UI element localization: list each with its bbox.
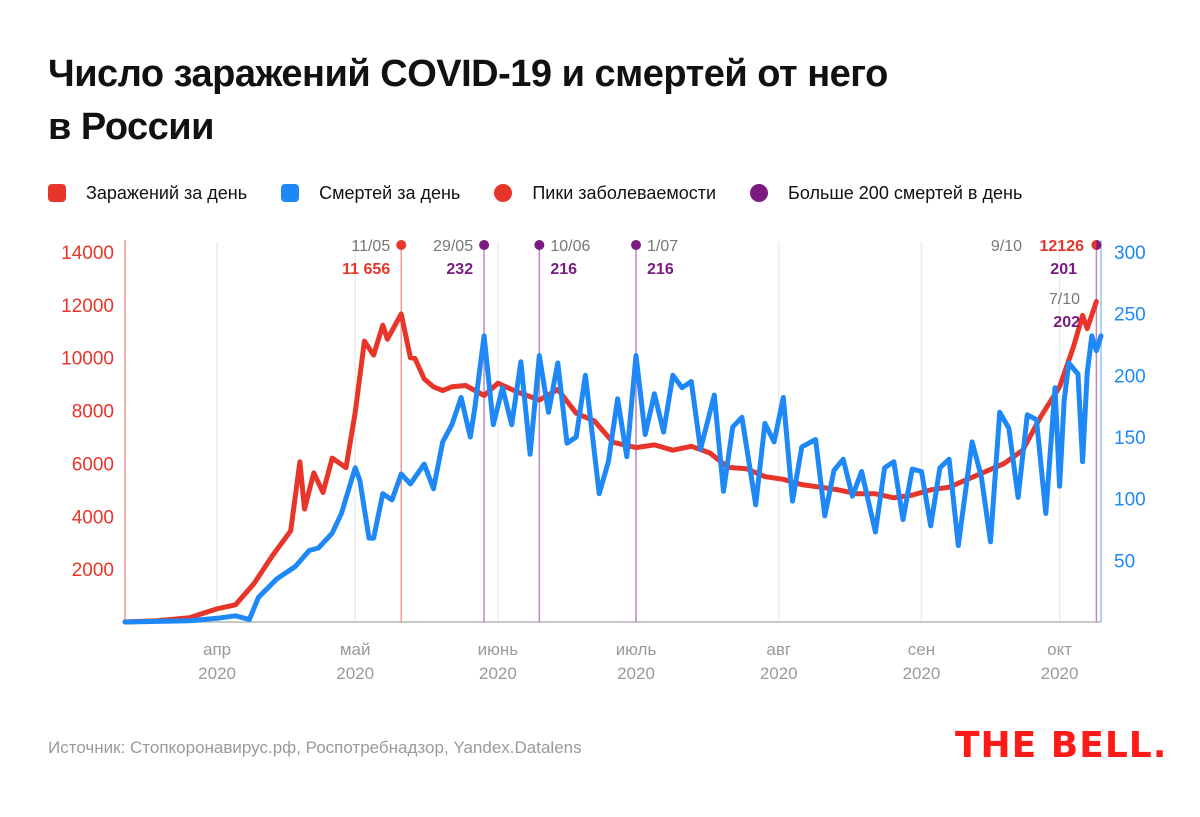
annotation-date: 29/05 — [433, 238, 473, 255]
x-tick-year: 2020 — [479, 664, 517, 683]
annotation-lines — [396, 240, 1102, 622]
y-right-tick: 100 — [1114, 490, 1146, 511]
cases-line — [122, 299, 1099, 625]
deaths-swatch-icon — [281, 184, 300, 202]
y-right-tick: 200 — [1114, 366, 1146, 387]
legend-label: Заражений за день — [86, 182, 248, 203]
over200-dot-icon — [479, 240, 490, 250]
x-tick-month: окт — [1047, 640, 1072, 659]
x-tick-month: авг — [766, 640, 791, 659]
source-note: Источник: Стопкоронавирус.рф, Роспотребн… — [48, 738, 582, 757]
legend-label: Смертей за день — [319, 182, 461, 203]
y-left-tick: 4000 — [72, 507, 114, 528]
y-left-tick: 8000 — [72, 402, 114, 423]
legend-item-cases[interactable]: Заражений за день — [48, 183, 247, 204]
legend-item-deaths[interactable]: Смертей за день — [281, 183, 460, 204]
legend-item-over200[interactable]: Больше 200 смертей в день — [750, 183, 1022, 204]
y-left-tick: 12000 — [61, 296, 114, 317]
legend: Заражений за день Смертей за день Пики з… — [48, 178, 1056, 208]
x-tick-year: 2020 — [336, 664, 374, 683]
over200-dot-icon — [750, 184, 769, 202]
annotation-value: 216 — [647, 261, 674, 278]
annotation-date: 11/05 — [351, 238, 390, 255]
annotation-labels: 11/05 11 656 29/05 232 10/06 216 1/07 216 9/10 12… — [342, 238, 1084, 331]
legend-label: Больше 200 смертей в день — [788, 182, 1023, 203]
left-axis: 2000 4000 6000 8000 10000 12000 14000 — [61, 243, 114, 581]
annotation-value: 201 — [1050, 261, 1077, 278]
annotation-date: 7/10 — [1049, 291, 1080, 308]
over200-dot-icon — [631, 240, 642, 250]
x-tick-month: апр — [203, 640, 231, 659]
y-left-tick: 14000 — [61, 243, 114, 264]
cases-swatch-icon — [48, 184, 66, 202]
annotation-value: 216 — [550, 261, 577, 278]
y-right-tick: 150 — [1114, 428, 1146, 449]
series-lines — [122, 299, 1104, 625]
peak-dot-icon — [396, 240, 407, 250]
annotation-date: 9/10 — [991, 238, 1022, 255]
y-right-tick: 300 — [1114, 243, 1146, 264]
x-tick-year: 2020 — [903, 664, 941, 683]
annotation-value: 202 — [1053, 314, 1080, 331]
x-tick-year: 2020 — [198, 664, 236, 683]
x-axis: апр 2020 май 2020 июнь 2020 июль 2020 авг 2020 сен… — [198, 640, 1078, 683]
y-left-tick: 2000 — [72, 560, 114, 581]
x-tick-year: 2020 — [1041, 664, 1079, 683]
legend-label: Пики заболеваемости — [532, 182, 717, 203]
y-left-tick: 6000 — [72, 454, 114, 475]
title-line-1: Число заражений COVID-19 и смертей от не… — [48, 53, 888, 95]
right-axis: 50 100 150 200 250 300 — [1114, 243, 1146, 572]
annotation-date: 1/07 — [647, 238, 678, 255]
x-tick-year: 2020 — [617, 664, 655, 683]
x-tick-month: июль — [616, 640, 657, 659]
y-left-tick: 10000 — [61, 349, 114, 370]
title-line-2: в России — [48, 106, 215, 148]
x-tick-year: 2020 — [760, 664, 798, 683]
x-tick-month: июнь — [478, 640, 519, 659]
peak-dot-icon — [494, 184, 513, 202]
annotation-value: 232 — [446, 261, 473, 278]
annotation-value: 11 656 — [342, 261, 390, 278]
over200-dot-icon — [1096, 240, 1102, 250]
deaths-line — [122, 333, 1104, 625]
annotation-value: 12126 — [1040, 238, 1085, 255]
x-tick-month: сен — [908, 640, 935, 659]
page-title: Число заражений COVID-19 и смертей от не… — [48, 48, 1048, 154]
y-right-tick: 250 — [1114, 305, 1146, 326]
y-right-tick: 50 — [1114, 551, 1135, 572]
over200-dot-icon — [534, 240, 545, 250]
x-tick-month: май — [340, 640, 371, 659]
legend-item-peaks[interactable]: Пики заболеваемости — [494, 183, 716, 204]
annotation-date: 10/06 — [550, 238, 590, 255]
the-bell-logo: THE BELL. — [955, 725, 1168, 766]
